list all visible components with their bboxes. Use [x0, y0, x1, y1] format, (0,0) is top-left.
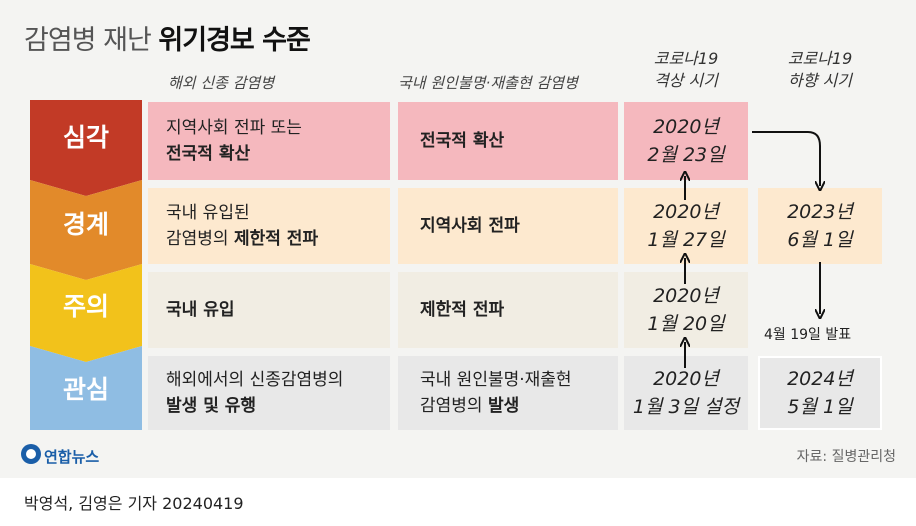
- row-interest-col1: 해외에서의 신종감염병의 발생 및 유행: [148, 356, 390, 430]
- row-alert-col1-line2b: 제한적 전파: [233, 229, 319, 249]
- row-alert-col2-text: 지역사회 전파: [420, 216, 520, 236]
- row-caution-date-year: 2020년: [653, 285, 719, 307]
- level-chevrons: [30, 100, 142, 430]
- row-serious-col2-text: 전국적 확산: [420, 131, 505, 151]
- logo: 연합뉴스: [44, 448, 100, 466]
- row-caution-date-cell: 2020년 1월 20일: [624, 272, 748, 348]
- row-alert-col2: 지역사회 전파: [398, 188, 618, 264]
- col4-header-line1: 코로나19: [787, 49, 853, 68]
- row-serious-date-year: 2020년: [653, 116, 719, 138]
- row-caution-date-day: 1월 20일: [647, 313, 725, 335]
- col4-header-line2: 하향 시기: [788, 71, 852, 90]
- row-interest-down-cell: 2024년 5월 1일: [758, 356, 882, 430]
- chart-title: 감염병 재난 위기경보 수준: [24, 18, 311, 57]
- title-bold: 위기경보 수준: [158, 25, 310, 56]
- row-serious-date-cell: 2020년 2월 23일: [624, 102, 748, 180]
- row-alert-down-day: 6월 1일: [787, 229, 853, 251]
- row-interest-col2-line2b: 발생: [487, 396, 520, 416]
- row-alert-down-cell: 2023년 6월 1일: [758, 188, 882, 264]
- row-interest-down-day: 5월 1일: [787, 396, 853, 418]
- row-serious-col1: 지역사회 전파 또는 전국적 확산: [148, 102, 390, 180]
- logo-icon: [21, 444, 41, 464]
- row-caution-col2-text: 제한적 전파: [420, 300, 505, 320]
- row-caution-col1-text: 국내 유입: [166, 300, 235, 320]
- arrows: [0, 131, 916, 368]
- level-label-caution: 주의: [62, 292, 109, 321]
- infographic-card: 감염병 재난 위기경보 수준 해외 신종 감염병 국내 원인불명·재출현 감염병…: [0, 0, 916, 478]
- row-serious-col1-line1: 지역사회 전파 또는: [166, 118, 302, 138]
- level-label-alert: 경계: [62, 210, 109, 239]
- row-alert-down-year: 2023년: [787, 201, 853, 223]
- col3-header-line2: 격상 시기: [654, 71, 718, 90]
- row-interest-col2: 국내 원인불명·재출현 감염병의 발생: [398, 356, 618, 430]
- row-interest-down-year: 2024년: [787, 368, 853, 390]
- source-credit: 자료: 질병관리청: [796, 449, 896, 465]
- chevron-serious: [30, 100, 142, 196]
- level-label-interest: 관심: [62, 375, 109, 404]
- col1-header: 해외 신종 감염병: [168, 74, 275, 92]
- row-interest-date-day: 1월 3일 설정: [632, 396, 740, 418]
- row-alert-date-day: 1월 27일: [647, 229, 725, 251]
- row-alert-col1: 국내 유입된 감염병의 제한적 전파: [148, 188, 390, 264]
- chevron-alert: [30, 180, 142, 280]
- col3-header-line1: 코로나19: [653, 49, 719, 68]
- row-interest-date-cell: 2020년 1월 3일 설정: [624, 356, 748, 430]
- row-serious-col1-line2: 전국적 확산: [166, 144, 251, 164]
- row-alert-date-cell: 2020년 1월 27일: [624, 188, 748, 264]
- row-interest-col2-line1: 국내 원인불명·재출현: [420, 370, 572, 390]
- byline: 박영석, 김영은 기자 20240419: [24, 494, 244, 513]
- row-caution-col1: 국내 유입: [148, 272, 390, 348]
- title-light: 감염병 재난: [24, 25, 152, 56]
- col2-header: 국내 원인불명·재출현 감염병: [398, 74, 578, 92]
- col3-header: 코로나19 격상 시기: [624, 48, 748, 92]
- announcement-note: 4월 19일 발표: [764, 327, 852, 343]
- row-alert-col1-line2a: 감염병의: [166, 229, 234, 249]
- chevron-caution: [30, 264, 142, 362]
- down-arrow-1: [752, 131, 820, 186]
- row-alert-date-year: 2020년: [653, 201, 719, 223]
- row-interest-col1-line2: 발생 및 유행: [166, 396, 257, 416]
- row-interest-col1-line1: 해외에서의 신종감염병의: [166, 370, 344, 390]
- row-interest-col2-line2a: 감염병의: [420, 396, 488, 416]
- chevron-interest: [30, 346, 142, 430]
- row-interest-date-year: 2020년: [653, 368, 719, 390]
- level-label-serious: 심각: [62, 123, 109, 152]
- col4-header: 코로나19 하향 시기: [758, 48, 882, 92]
- row-alert-col1-line1: 국내 유입된: [166, 203, 250, 223]
- row-serious-col2: 전국적 확산: [398, 102, 618, 180]
- row-serious-date-day: 2월 23일: [647, 144, 725, 166]
- row-caution-col2: 제한적 전파: [398, 272, 618, 348]
